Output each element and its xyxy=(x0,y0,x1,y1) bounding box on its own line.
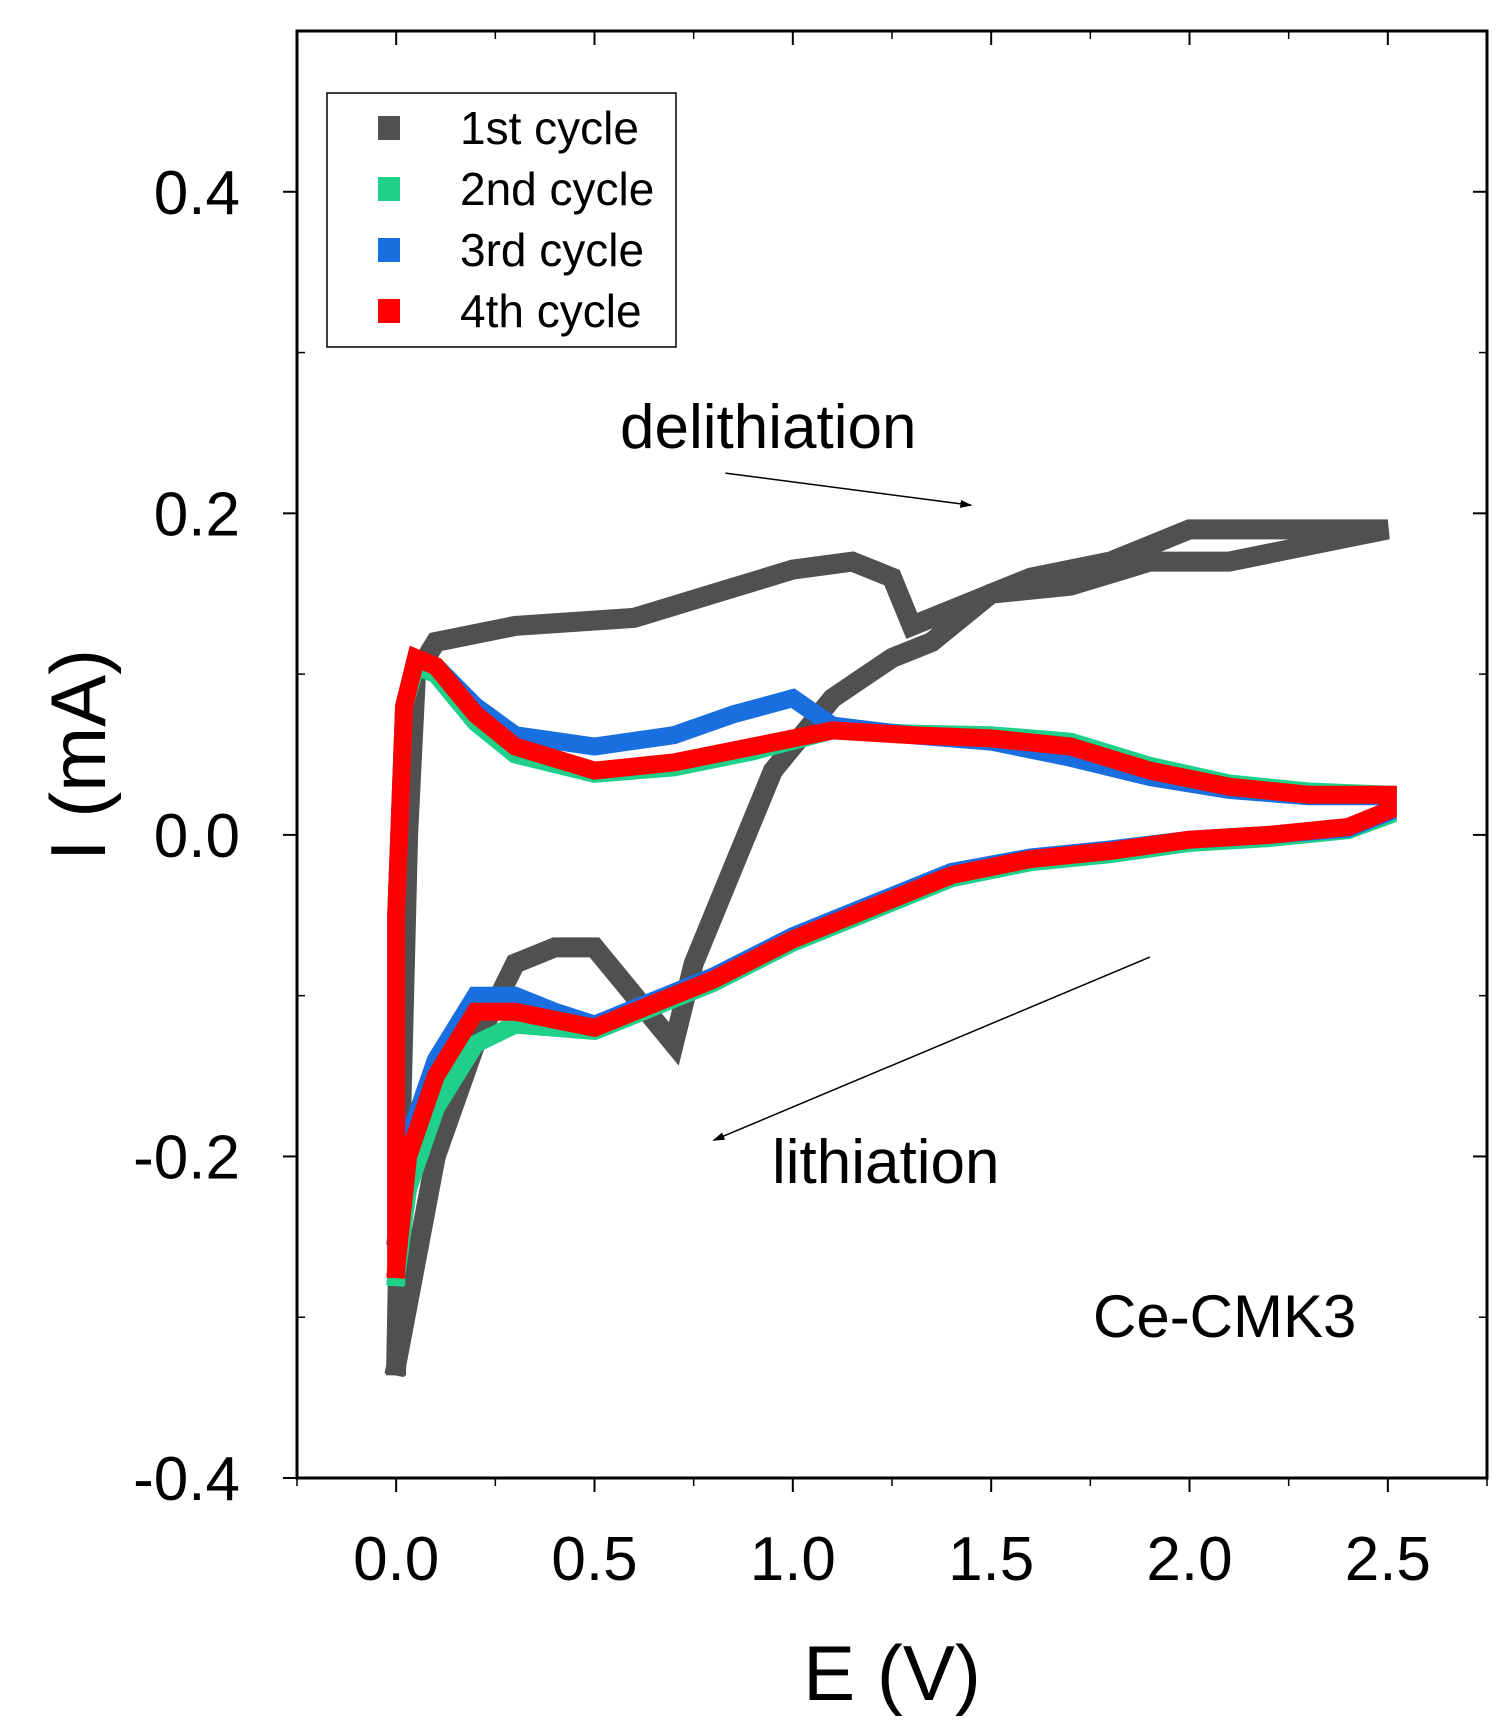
y-tick-label: -0.2 xyxy=(133,1123,240,1192)
y-tick-label: 0.2 xyxy=(154,480,240,549)
y-axis-label: I (mA) xyxy=(34,649,122,861)
series-4-line xyxy=(386,645,1397,1279)
arrow-delithiation xyxy=(725,472,973,508)
annotation-lithiation: lithiation xyxy=(772,1128,999,1197)
y-tick-label: 0.0 xyxy=(154,802,240,871)
x-axis-label: E (V) xyxy=(803,1629,981,1717)
x-tick-label: 1.5 xyxy=(948,1525,1034,1594)
legend-marker-4 xyxy=(378,299,400,323)
arrows-layer xyxy=(712,472,1151,1142)
legend-marker-2 xyxy=(378,177,400,201)
arrow-lithiation xyxy=(712,956,1151,1142)
legend-marker-3 xyxy=(378,238,400,262)
x-tick-label: 2.5 xyxy=(1345,1525,1431,1594)
ticks-layer: 0.0 0.5 1.0 1.5 2.0 2.5 -0.4 -0.2 0.0 0.2 0.4 xyxy=(133,31,1488,1594)
y-tick-label: -0.4 xyxy=(133,1445,240,1514)
x-tick-label: 0.5 xyxy=(551,1525,637,1594)
legend-label-3: 3rd cycle xyxy=(460,224,644,276)
y-tick-label: 0.4 xyxy=(154,159,240,228)
x-tick-label: 1.0 xyxy=(750,1525,836,1594)
legend-marker-1 xyxy=(378,116,400,140)
series-1-line xyxy=(384,519,1390,1378)
series-layer xyxy=(384,519,1397,1378)
legend: 1st cycle 2nd cycle 3rd cycle 4th cycle xyxy=(326,92,677,348)
legend-label-1: 1st cycle xyxy=(460,102,639,154)
legend-label-4: 4th cycle xyxy=(460,285,642,337)
annotation-sample: Ce-CMK3 xyxy=(1093,1283,1356,1350)
x-tick-label: 2.0 xyxy=(1146,1525,1232,1594)
legend-label-2: 2nd cycle xyxy=(460,163,654,215)
annotation-delithiation: delithiation xyxy=(620,393,916,462)
x-tick-label: 0.0 xyxy=(353,1525,439,1594)
